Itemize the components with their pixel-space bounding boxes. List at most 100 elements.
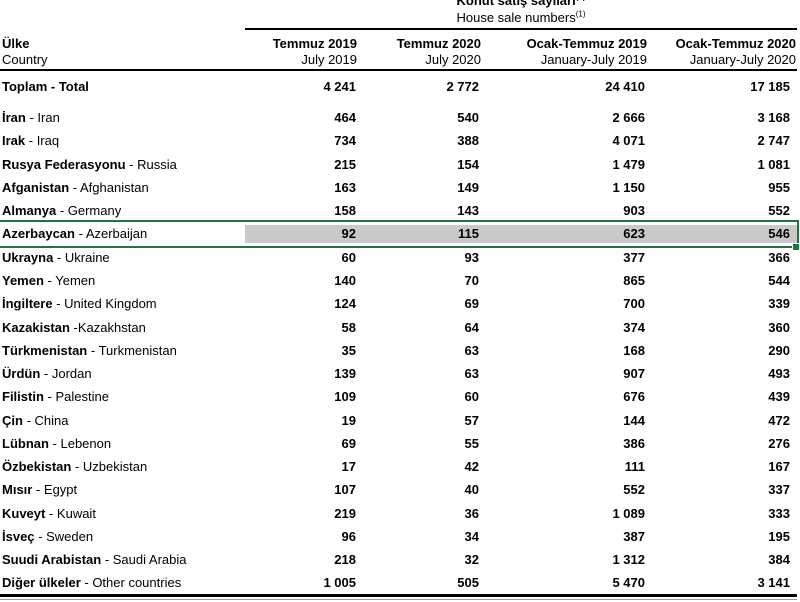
value-cell-july-2020[interactable]: 60: [464, 389, 479, 405]
value-cell-janjuly-2020[interactable]: 276: [768, 435, 790, 451]
value-cell-july-2019[interactable]: 69: [341, 435, 356, 451]
value-cell-july-2020[interactable]: 32: [464, 552, 479, 568]
table-row[interactable]: Özbekistan - Uzbekistan 17 42 111 167: [0, 455, 797, 478]
value-cell-janjuly-2019[interactable]: 1 479: [612, 156, 645, 172]
table-row[interactable]: Kazakistan -Kazakhstan 58 64 374 360: [0, 315, 797, 338]
table-row[interactable]: Mısır - Egypt 107 40 552 337: [0, 478, 797, 501]
value-cell-july-2019[interactable]: 19: [341, 412, 356, 428]
table-row[interactable]: Diğer ülkeler - Other countries 1 005 50…: [0, 571, 797, 594]
country-cell[interactable]: Çin - China: [0, 412, 245, 428]
country-cell[interactable]: Özbekistan - Uzbekistan: [0, 459, 245, 475]
value-cell-july-2020[interactable]: 93: [464, 249, 479, 265]
value-cell-janjuly-2019[interactable]: 387: [623, 528, 645, 544]
value-cell-july-2020[interactable]: 505: [457, 575, 479, 591]
table-row[interactable]: Filistin - Palestine 109 60 676 439: [0, 385, 797, 408]
value-cell-janjuly-2020[interactable]: 290: [768, 342, 790, 358]
value-cell-july-2019[interactable]: 96: [341, 528, 356, 544]
country-cell[interactable]: Suudi Arabistan - Saudi Arabia: [0, 552, 245, 568]
value-cell-july-2020[interactable]: 63: [464, 342, 479, 358]
value-cell-july-2020[interactable]: 115: [458, 226, 479, 242]
value-cell-janjuly-2020[interactable]: 337: [768, 482, 790, 498]
table-row[interactable]: Irak - Iraq 734 388 4 071 2 747: [0, 129, 797, 152]
value-cell-july-2019[interactable]: 92: [341, 226, 356, 242]
value-cell-july-2020[interactable]: 70: [464, 272, 479, 288]
value-cell-janjuly-2019[interactable]: 552: [623, 482, 645, 498]
country-cell[interactable]: Kazakistan -Kazakhstan: [0, 319, 245, 335]
value-cell-janjuly-2020[interactable]: 333: [768, 505, 790, 521]
value-cell-july-2019[interactable]: 158: [334, 203, 356, 219]
value-cell-july-2019[interactable]: 140: [334, 272, 356, 288]
value-cell-janjuly-2019[interactable]: 168: [623, 342, 645, 358]
country-cell[interactable]: Mısır - Egypt: [0, 482, 245, 498]
table-row[interactable]: İsveç - Sweden 96 34 387 195: [0, 525, 797, 548]
value-cell-janjuly-2019[interactable]: 2 666: [612, 110, 645, 126]
value-cell-janjuly-2019[interactable]: 676: [623, 389, 645, 405]
country-cell[interactable]: Toplam - Total: [0, 78, 245, 94]
value-cell-july-2019[interactable]: 4 241: [323, 78, 356, 94]
country-cell[interactable]: Afganistan - Afghanistan: [0, 179, 245, 195]
value-cell-janjuly-2019[interactable]: 623: [623, 226, 645, 242]
country-cell[interactable]: Rusya Federasyonu - Russia: [0, 156, 245, 172]
value-cell-janjuly-2020[interactable]: 955: [768, 179, 790, 195]
value-cell-janjuly-2020[interactable]: 195: [768, 528, 790, 544]
value-cell-janjuly-2019[interactable]: 386: [623, 435, 645, 451]
value-cell-janjuly-2019[interactable]: 1 312: [612, 552, 645, 568]
table-row[interactable]: Suudi Arabistan - Saudi Arabia 218 32 1 …: [0, 548, 797, 571]
value-cell-janjuly-2019[interactable]: 24 410: [605, 78, 645, 94]
value-cell-july-2019[interactable]: 139: [334, 366, 356, 382]
value-cell-july-2020[interactable]: 69: [464, 296, 479, 312]
value-cell-janjuly-2019[interactable]: 865: [623, 272, 645, 288]
country-cell[interactable]: Ukrayna - Ukraine: [0, 249, 245, 265]
value-cell-janjuly-2020[interactable]: 167: [768, 459, 790, 475]
value-cell-july-2020[interactable]: 55: [464, 435, 479, 451]
value-cell-july-2020[interactable]: 34: [464, 528, 479, 544]
value-cell-july-2020[interactable]: 57: [464, 412, 479, 428]
value-cell-janjuly-2020[interactable]: 544: [768, 272, 790, 288]
table-row[interactable]: Afganistan - Afghanistan 163 149 1 150 9…: [0, 176, 797, 199]
table-row[interactable]: Türkmenistan - Turkmenistan 35 63 168 29…: [0, 339, 797, 362]
country-cell[interactable]: Irak - Iraq: [0, 133, 245, 149]
value-cell-janjuly-2020[interactable]: 552: [768, 203, 790, 219]
value-cell-janjuly-2020[interactable]: 493: [768, 366, 790, 382]
value-cell-july-2020[interactable]: 2 772: [446, 78, 479, 94]
value-cell-july-2019[interactable]: 163: [334, 179, 356, 195]
value-cell-july-2019[interactable]: 124: [334, 296, 356, 312]
value-cell-janjuly-2019[interactable]: 4 071: [612, 133, 645, 149]
value-cell-janjuly-2020[interactable]: 439: [768, 389, 790, 405]
table-row[interactable]: Ürdün - Jordan 139 63 907 493: [0, 362, 797, 385]
value-cell-janjuly-2019[interactable]: 374: [623, 319, 645, 335]
value-cell-janjuly-2020[interactable]: 3 141: [757, 575, 790, 591]
value-cell-janjuly-2019[interactable]: 111: [624, 459, 645, 475]
value-cell-july-2020[interactable]: 36: [464, 505, 479, 521]
value-cell-janjuly-2020[interactable]: 366: [768, 249, 790, 265]
value-cell-july-2020[interactable]: 540: [457, 110, 479, 126]
table-row[interactable]: Ukrayna - Ukraine 60 93 377 366: [0, 246, 797, 269]
table-row[interactable]: İngiltere - United Kingdom 124 69 700 33…: [0, 292, 797, 315]
value-cell-july-2020[interactable]: 40: [464, 482, 479, 498]
country-cell[interactable]: Ürdün - Jordan: [0, 366, 245, 382]
country-cell[interactable]: Azerbaycan - Azerbaijan: [0, 226, 245, 242]
value-cell-janjuly-2019[interactable]: 903: [623, 203, 645, 219]
value-cell-july-2020[interactable]: 149: [457, 179, 479, 195]
table-row-selected[interactable]: Azerbaycan - Azerbaijan 92 115 623 546: [0, 220, 800, 251]
value-cell-janjuly-2019[interactable]: 1 150: [612, 179, 645, 195]
table-row[interactable]: Çin - China 19 57 144 472: [0, 408, 797, 431]
country-cell[interactable]: Yemen - Yemen: [0, 272, 245, 288]
value-cell-janjuly-2019[interactable]: 144: [623, 412, 645, 428]
country-cell[interactable]: Kuveyt - Kuwait: [0, 505, 245, 521]
value-cell-janjuly-2020[interactable]: 1 081: [757, 156, 790, 172]
country-cell[interactable]: Lübnan - Lebenon: [0, 435, 245, 451]
table-row[interactable]: İran - Iran 464 540 2 666 3 168: [0, 106, 797, 129]
value-cell-july-2019[interactable]: 219: [334, 505, 356, 521]
value-cell-july-2020[interactable]: 154: [457, 156, 479, 172]
table-row[interactable]: Rusya Federasyonu - Russia 215 154 1 479…: [0, 153, 797, 176]
value-cell-janjuly-2019[interactable]: 700: [623, 296, 645, 312]
selection-fill-handle[interactable]: [792, 242, 800, 251]
value-cell-janjuly-2020[interactable]: 360: [768, 319, 790, 335]
value-cell-janjuly-2020[interactable]: 546: [768, 226, 790, 242]
value-cell-july-2020[interactable]: 63: [464, 366, 479, 382]
country-cell[interactable]: Almanya - Germany: [0, 203, 245, 219]
value-cell-july-2019[interactable]: 58: [341, 319, 356, 335]
value-cell-janjuly-2020[interactable]: 2 747: [757, 133, 790, 149]
total-row[interactable]: Toplam - Total 4 241 2 772 24 410 17 185: [0, 72, 797, 100]
